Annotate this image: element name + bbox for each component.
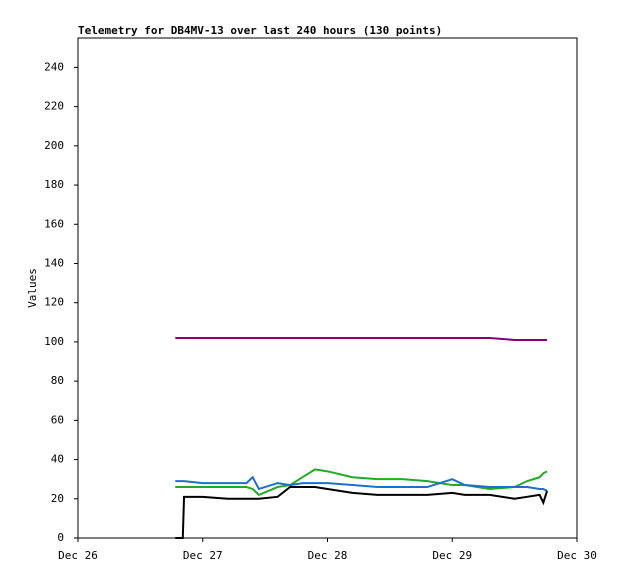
x-tick-label: Dec 30 bbox=[557, 549, 597, 562]
y-tick-label: 160 bbox=[44, 217, 64, 230]
y-tick-label: 120 bbox=[44, 296, 64, 309]
series-line bbox=[175, 475, 548, 492]
y-tick-label: 220 bbox=[44, 100, 64, 113]
y-tick-label: 180 bbox=[44, 178, 64, 191]
y-axis-label: Values bbox=[26, 268, 39, 308]
y-tick-label: 140 bbox=[44, 256, 64, 269]
series-line bbox=[175, 337, 548, 341]
y-tick-label: 200 bbox=[44, 139, 64, 152]
y-tick-label: 60 bbox=[51, 413, 64, 426]
x-tick-label: Dec 27 bbox=[183, 549, 223, 562]
series-line bbox=[175, 486, 549, 539]
plot-frame bbox=[77, 37, 578, 539]
x-tick-label: Dec 28 bbox=[308, 549, 348, 562]
y-tick-label: 100 bbox=[44, 335, 64, 348]
chart-title: Telemetry for DB4MV-13 over last 240 hou… bbox=[78, 24, 442, 37]
x-tick-label: Dec 29 bbox=[432, 549, 472, 562]
y-tick-label: 240 bbox=[44, 60, 64, 73]
y-tick-label: 40 bbox=[51, 453, 64, 466]
y-tick-label: 80 bbox=[51, 374, 64, 387]
y-tick-label: 20 bbox=[51, 492, 64, 505]
x-tick-label: Dec 26 bbox=[58, 549, 98, 562]
y-tick-label: 0 bbox=[57, 531, 64, 544]
